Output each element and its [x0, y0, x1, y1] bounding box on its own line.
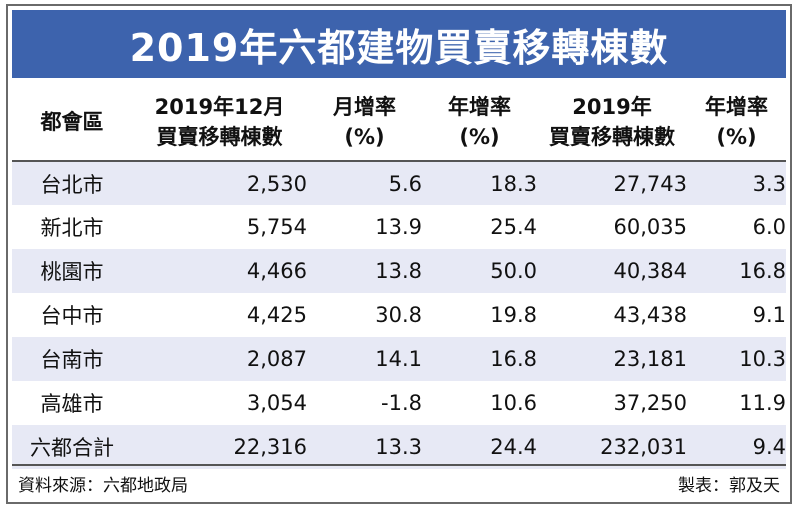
- col-header-line1: 年增率: [448, 95, 511, 119]
- col-header-dec-transfers: 2019年12月 買賣移轉棟數: [132, 84, 307, 162]
- cell-year-transfers: 27,743: [537, 161, 687, 205]
- cell-mom-pct: 14.1: [307, 337, 422, 381]
- col-header-line1: 都會區: [40, 110, 104, 134]
- col-header-line2: (%): [344, 125, 385, 149]
- cell-city: 台南市: [12, 337, 132, 381]
- cell-mom-pct: 30.8: [307, 293, 422, 337]
- cell-city: 六都合計: [12, 425, 132, 469]
- cell-year-transfers: 43,438: [537, 293, 687, 337]
- table-title: 2019年六都建物買賣移轉棟數: [12, 10, 786, 78]
- cell-year-yoy-pct: 11.9: [687, 381, 786, 425]
- col-header-line2: (%): [716, 125, 757, 149]
- cell-mom-pct: 13.8: [307, 249, 422, 293]
- cell-dec-yoy-pct: 50.0: [422, 249, 537, 293]
- cell-year-yoy-pct: 10.3: [687, 337, 786, 381]
- col-header-year-yoy: 年增率 (%): [687, 84, 786, 162]
- cell-dec-transfers: 4,425: [132, 293, 307, 337]
- table-frame: 2019年六都建物買賣移轉棟數 都會區 2019年12月 買賣移轉棟數 月增率 (%…: [6, 4, 792, 504]
- table-row: 六都合計 22,316 13.3 24.4 232,031 9.4: [12, 425, 786, 469]
- cell-year-yoy-pct: 16.8: [687, 249, 786, 293]
- cell-year-transfers: 37,250: [537, 381, 687, 425]
- cell-city: 台中市: [12, 293, 132, 337]
- cell-dec-transfers: 4,466: [132, 249, 307, 293]
- cell-dec-yoy-pct: 19.8: [422, 293, 537, 337]
- cell-city: 桃園市: [12, 249, 132, 293]
- credit-note: 製表：郭及天: [678, 475, 780, 496]
- cell-year-transfers: 40,384: [537, 249, 687, 293]
- col-header-mom: 月增率 (%): [307, 84, 422, 162]
- cell-city: 新北市: [12, 205, 132, 249]
- cell-dec-yoy-pct: 24.4: [422, 425, 537, 469]
- col-header-dec-yoy: 年增率 (%): [422, 84, 537, 162]
- header-row: 都會區 2019年12月 買賣移轉棟數 月增率 (%) 年增率 (%) 2019年 買賣…: [12, 84, 786, 162]
- table-body: 台北市 2,530 5.6 18.3 27,743 3.3 新北市 5,754 13.9 25.4…: [12, 161, 786, 469]
- cell-dec-yoy-pct: 10.6: [422, 381, 537, 425]
- col-header-line1: 2019年: [572, 95, 652, 119]
- table-row: 台中市 4,425 30.8 19.8 43,438 9.1: [12, 293, 786, 337]
- table-row: 台北市 2,530 5.6 18.3 27,743 3.3: [12, 161, 786, 205]
- cell-year-transfers: 60,035: [537, 205, 687, 249]
- source-note: 資料來源：六都地政局: [18, 475, 188, 496]
- data-table: 都會區 2019年12月 買賣移轉棟數 月增率 (%) 年增率 (%) 2019年 買賣…: [12, 84, 786, 469]
- table-row: 桃園市 4,466 13.8 50.0 40,384 16.8: [12, 249, 786, 293]
- cell-mom-pct: 13.9: [307, 205, 422, 249]
- col-header-city: 都會區: [12, 84, 132, 162]
- cell-year-transfers: 23,181: [537, 337, 687, 381]
- cell-year-yoy-pct: 9.1: [687, 293, 786, 337]
- cell-year-yoy-pct: 6.0: [687, 205, 786, 249]
- cell-dec-transfers: 22,316: [132, 425, 307, 469]
- cell-dec-transfers: 2,087: [132, 337, 307, 381]
- table-row: 台南市 2,087 14.1 16.8 23,181 10.3: [12, 337, 786, 381]
- col-header-line2: 買賣移轉棟數: [549, 125, 675, 149]
- col-header-line1: 月增率: [333, 95, 396, 119]
- cell-mom-pct: -1.8: [307, 381, 422, 425]
- cell-dec-transfers: 5,754: [132, 205, 307, 249]
- col-header-line1: 2019年12月: [154, 95, 285, 119]
- cell-city: 高雄市: [12, 381, 132, 425]
- cell-mom-pct: 13.3: [307, 425, 422, 469]
- col-header-line2: (%): [459, 125, 500, 149]
- col-header-line1: 年增率: [705, 95, 768, 119]
- cell-year-transfers: 232,031: [537, 425, 687, 469]
- cell-dec-yoy-pct: 25.4: [422, 205, 537, 249]
- col-header-year-transfers: 2019年買賣移轉棟數: [537, 84, 687, 162]
- cell-year-yoy-pct: 3.3: [687, 161, 786, 205]
- footer: 資料來源：六都地政局 製表：郭及天: [12, 464, 786, 500]
- cell-dec-yoy-pct: 18.3: [422, 161, 537, 205]
- cell-dec-transfers: 3,054: [132, 381, 307, 425]
- table-row: 新北市 5,754 13.9 25.4 60,035 6.0: [12, 205, 786, 249]
- col-header-line2: 買賣移轉棟數: [156, 125, 283, 149]
- cell-mom-pct: 5.6: [307, 161, 422, 205]
- cell-dec-yoy-pct: 16.8: [422, 337, 537, 381]
- cell-dec-transfers: 2,530: [132, 161, 307, 205]
- table-row: 高雄市 3,054 -1.8 10.6 37,250 11.9: [12, 381, 786, 425]
- cell-city: 台北市: [12, 161, 132, 205]
- cell-year-yoy-pct: 9.4: [687, 425, 786, 469]
